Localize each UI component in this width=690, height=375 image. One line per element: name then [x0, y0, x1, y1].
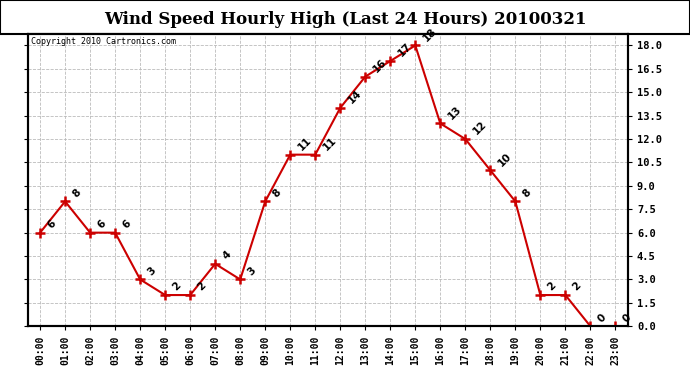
Text: 12: 12 [471, 120, 489, 137]
Text: 18: 18 [421, 26, 438, 43]
Text: 4: 4 [221, 249, 233, 262]
Text: 6: 6 [121, 218, 133, 231]
Text: 2: 2 [546, 280, 558, 293]
Text: 11: 11 [296, 135, 313, 153]
Text: 14: 14 [346, 88, 363, 106]
Text: 6: 6 [46, 218, 58, 231]
Text: Wind Speed Hourly High (Last 24 Hours) 20100321: Wind Speed Hourly High (Last 24 Hours) 2… [104, 11, 586, 28]
Text: 8: 8 [70, 187, 83, 199]
Text: 0: 0 [621, 312, 633, 324]
Text: 0: 0 [596, 312, 608, 324]
Text: 10: 10 [496, 151, 513, 168]
Text: 2: 2 [170, 280, 183, 293]
Text: 6: 6 [96, 218, 108, 231]
Text: 16: 16 [371, 57, 388, 75]
Text: 2: 2 [571, 280, 583, 293]
Text: 8: 8 [270, 187, 283, 199]
Text: 8: 8 [521, 187, 533, 199]
Text: 11: 11 [321, 135, 338, 153]
Text: Copyright 2010 Cartronics.com: Copyright 2010 Cartronics.com [30, 37, 175, 46]
Text: 17: 17 [396, 42, 413, 59]
Text: 2: 2 [196, 280, 208, 293]
Text: 3: 3 [146, 265, 158, 277]
Text: 3: 3 [246, 265, 258, 277]
Text: 13: 13 [446, 104, 463, 121]
